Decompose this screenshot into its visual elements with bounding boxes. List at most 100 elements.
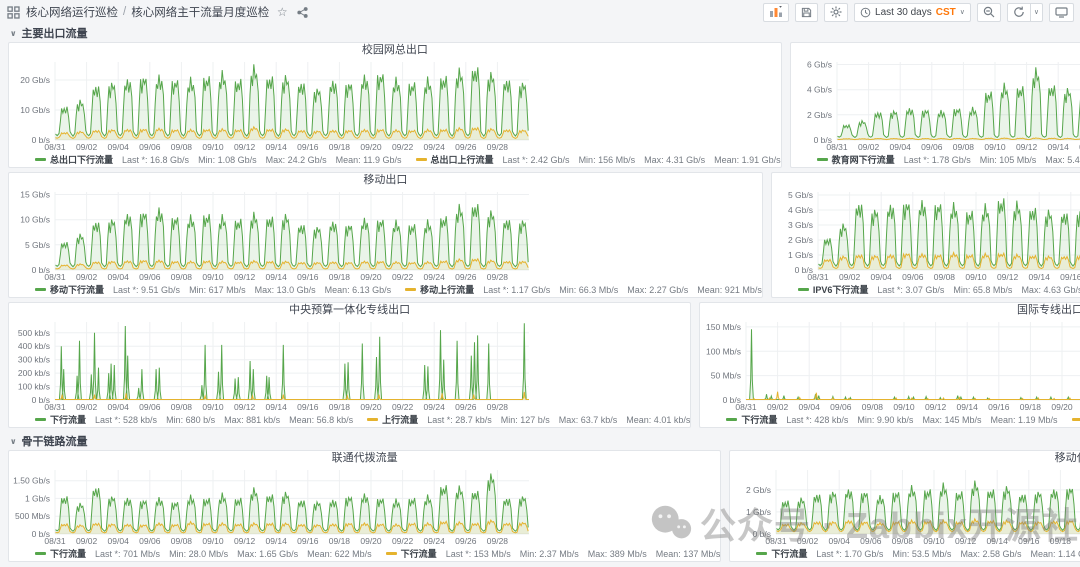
svg-text:0 b/s: 0 b/s — [813, 135, 831, 145]
panel-title[interactable]: 联通代拨流量 — [331, 452, 398, 464]
svg-text:08/31: 08/31 — [44, 536, 66, 546]
kiosk-mode-button[interactable] — [1049, 2, 1074, 22]
svg-text:09/26: 09/26 — [455, 142, 477, 152]
legend-series-name[interactable]: 下行流量 — [50, 415, 87, 425]
legend-series-name[interactable]: IPV6下行流量 — [812, 285, 869, 295]
svg-text:09/06: 09/06 — [139, 142, 161, 152]
share-icon[interactable] — [295, 5, 309, 19]
legend-series-name[interactable]: 移动上行流量 — [420, 285, 475, 295]
svg-text:09/12: 09/12 — [955, 536, 977, 546]
legend-item[interactable]: 下行流量 Last *: 701 Mb/s Min: 28.0 Mb/s Max: 1… — [35, 547, 372, 560]
svg-text:3 Gb/s: 3 Gb/s — [788, 220, 813, 230]
star-icon[interactable]: ☆ — [276, 5, 288, 19]
legend-item[interactable]: 下行流量 Last *: 428 kb/s Min: 9.90 kb/s Max: 1… — [726, 413, 1058, 426]
legend-stat-max: Max: 389 Mb/s — [587, 548, 647, 559]
legend-stat-min: Min: 2.37 Mb/s — [519, 548, 579, 559]
legend-series-name[interactable]: 下行流量 — [741, 415, 778, 425]
section-backbone-link-traffic[interactable]: ∨ 骨干链路流量 — [0, 432, 1080, 450]
svg-text:09/28: 09/28 — [487, 142, 509, 152]
legend-series-name[interactable]: 移动下行流量 — [50, 285, 105, 295]
zoom-out-time-button[interactable] — [976, 2, 1001, 22]
legend-swatch — [35, 158, 46, 161]
svg-text:08/31: 08/31 — [826, 142, 848, 152]
legend-stat-min: Min: 680 b/s — [166, 414, 216, 425]
legend-series-name[interactable]: 教育网下行流量 — [831, 155, 895, 165]
refresh-button[interactable] — [1006, 2, 1031, 22]
legend-series-name[interactable]: 上行流量 — [382, 415, 419, 425]
section-main-exit-traffic[interactable]: ∨ 主要出口流量 — [0, 24, 1080, 42]
breadcrumb-folder[interactable]: 核心网络运行巡检 — [26, 7, 118, 19]
legend-swatch — [415, 158, 427, 161]
chart-area[interactable]: 08/31 09/02 09/04 09/06 09/08 09/10 09/12 09/14… — [772, 188, 1080, 282]
legend-item[interactable]: 下行流量 Last *: 1.70 Gb/s Min: 53.5 Mb/s Max: … — [756, 547, 1080, 560]
refresh-interval-dropdown[interactable]: ∨ — [1030, 2, 1043, 22]
legend-item[interactable]: 下行流量 Last *: 528 kb/s Min: 680 b/s Max: 881… — [35, 413, 353, 426]
legend-stat-min: Min: 9.90 kb/s — [857, 414, 914, 425]
svg-text:09/18: 09/18 — [329, 142, 351, 152]
legend-stat-min: Min: 65.8 Mb/s — [953, 284, 1013, 295]
svg-text:5 Gb/s: 5 Gb/s — [788, 190, 813, 200]
legend-item[interactable]: 总出口下行流量 Last *: 16.8 Gb/s Min: 1.08 Gb/s Ma… — [35, 153, 402, 166]
chart-area[interactable]: 08/31 09/02 09/04 09/06 09/08 09/10 09/12 09/14… — [9, 58, 781, 152]
legend-series-name[interactable]: 下行流量 — [400, 549, 437, 559]
legend-item[interactable]: 上行流量 Last *: 28.7 kb/s Min: 127 b/s Max: 63… — [367, 413, 690, 426]
legend-stat-max: Max: 4.63 Gb/s — [1021, 284, 1080, 295]
svg-text:0 b/s: 0 b/s — [32, 265, 50, 275]
chart-area[interactable]: 08/31 09/02 09/04 09/06 09/08 09/10 09/12 09/14… — [730, 466, 1080, 546]
panel-title[interactable]: 教育网出口 — [791, 43, 1080, 58]
legend-stat-last: Last *: 9.51 Gb/s — [113, 284, 181, 295]
legend-item[interactable]: 教育网下行流量 Last *: 1.78 Gb/s Min: 105 Mb/s Max… — [816, 153, 1080, 166]
breadcrumb-separator: / — [123, 6, 127, 18]
legend-item[interactable]: IPV6下行流量 Last *: 3.07 Gb/s Min: 65.8 Mb/s M… — [797, 283, 1080, 296]
chart-area[interactable]: 08/31 09/02 09/04 09/06 09/08 09/10 09/12 09/14… — [9, 466, 720, 546]
legend-series-name[interactable]: 总出口上行流量 — [430, 155, 494, 165]
save-dashboard-button[interactable] — [795, 2, 819, 22]
chevron-down-icon: ∨ — [10, 28, 17, 38]
svg-text:2 Gb/s: 2 Gb/s — [788, 235, 813, 245]
panel-title[interactable]: 国际专线出口 — [1017, 304, 1080, 316]
svg-text:09/16: 09/16 — [297, 272, 319, 282]
svg-text:09/18: 09/18 — [329, 536, 351, 546]
legend-stat-mean: Mean: 11.9 Gb/s — [335, 154, 402, 165]
svg-text:15 Gb/s: 15 Gb/s — [20, 190, 50, 200]
legend-item[interactable]: 下行流量 Last *: 153 Mb/s Min: 2.37 Mb/s Max: 3… — [385, 547, 720, 560]
svg-text:09/14: 09/14 — [1047, 142, 1069, 152]
legend-item[interactable]: 移动上行流量 Last *: 1.17 Gb/s Min: 66.3 Mb/s Max… — [405, 283, 762, 296]
time-range-picker[interactable]: Last 30 days CST ∨ — [854, 2, 971, 22]
add-panel-button[interactable] — [763, 2, 790, 22]
panel-title[interactable]: 移动出口 — [363, 174, 408, 186]
settings-button[interactable] — [824, 2, 849, 22]
legend-stat-last: Last *: 428 kb/s — [786, 414, 849, 425]
svg-text:09/16: 09/16 — [297, 536, 319, 546]
legend-item[interactable]: 总出口上行流量 Last *: 2.42 Gb/s Min: 156 Mb/s Max… — [415, 153, 781, 166]
svg-text:09/14: 09/14 — [266, 402, 288, 412]
legend-stat-mean: Mean: 4.01 kb/s — [626, 414, 691, 425]
chart-area[interactable]: 08/31 09/02 09/04 09/06 09/08 09/10 09/12 09/14… — [9, 318, 690, 412]
refresh-icon — [1014, 6, 1024, 17]
legend-stat-last: Last *: 2.42 Gb/s — [502, 154, 570, 165]
legend: 总出口下行流量 Last *: 16.8 Gb/s Min: 1.08 Gb/s Ma… — [9, 152, 781, 167]
legend: 教育网下行流量 Last *: 1.78 Gb/s Min: 105 Mb/s Max… — [791, 152, 1080, 167]
svg-text:08/31: 08/31 — [44, 402, 66, 412]
chart-area[interactable]: 08/31 09/02 09/04 09/06 09/08 09/10 09/12 09/14… — [9, 188, 762, 282]
legend-series-name[interactable]: 总出口下行流量 — [50, 155, 114, 165]
svg-text:09/02: 09/02 — [797, 536, 819, 546]
legend-swatch — [756, 552, 768, 555]
chart-area[interactable]: 08/31 09/02 09/04 09/06 09/08 09/10 09/12 09/14… — [791, 58, 1080, 152]
svg-text:09/28: 09/28 — [487, 272, 509, 282]
svg-text:09/04: 09/04 — [829, 536, 851, 546]
legend: 下行流量 Last *: 428 kb/s Min: 9.90 kb/s Max: 1… — [700, 412, 1080, 427]
svg-text:09/24: 09/24 — [424, 142, 446, 152]
top-navbar: 核心网络运行巡检 / 核心网络主干流量月度巡检 ☆ Last 30 days C… — [0, 0, 1080, 24]
legend-item[interactable]: 移动下行流量 Last *: 9.51 Gb/s Min: 617 Mb/s Max:… — [35, 283, 391, 296]
chart-area[interactable]: 08/31 09/02 09/04 09/06 09/08 09/10 09/12 09/14… — [700, 318, 1080, 412]
legend-series-name[interactable]: 下行流量 — [50, 549, 87, 559]
svg-text:09/06: 09/06 — [831, 402, 853, 412]
panel-title[interactable]: 中央预算一体化专线出口 — [289, 304, 411, 316]
legend-series-name[interactable]: 下行流量 — [771, 549, 808, 559]
panel-title[interactable]: 移动代拨流量 — [1054, 452, 1080, 464]
legend-stat-mean: Mean: 1.14 Gb/s — [1030, 548, 1080, 559]
panel-title[interactable]: 校园网总出口 — [361, 44, 428, 56]
panel-title[interactable]: IPV6出口 — [772, 173, 1080, 188]
